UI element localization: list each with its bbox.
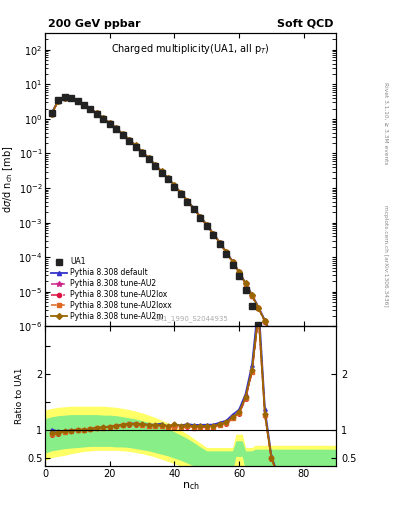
- Legend: UA1, Pythia 8.308 default, Pythia 8.308 tune-AU2, Pythia 8.308 tune-AU2lox, Pyth: UA1, Pythia 8.308 default, Pythia 8.308 …: [49, 256, 174, 323]
- Text: mcplots.cern.ch [arXiv:1306.3436]: mcplots.cern.ch [arXiv:1306.3436]: [383, 205, 388, 307]
- Text: UA1_1990_S2044935: UA1_1990_S2044935: [153, 315, 228, 322]
- Text: Soft QCD: Soft QCD: [277, 19, 333, 29]
- X-axis label: n$_\mathregular{ch}$: n$_\mathregular{ch}$: [182, 480, 200, 492]
- Text: Charged multiplicity(UA1, all p$_T$): Charged multiplicity(UA1, all p$_T$): [111, 42, 270, 56]
- Y-axis label: d$\sigma$/d n$_\mathregular{ch}$ [mb]: d$\sigma$/d n$_\mathregular{ch}$ [mb]: [2, 146, 15, 214]
- Y-axis label: Ratio to UA1: Ratio to UA1: [15, 368, 24, 424]
- Text: 200 GeV ppbar: 200 GeV ppbar: [48, 19, 141, 29]
- Text: Rivet 3.1.10, ≥ 3.3M events: Rivet 3.1.10, ≥ 3.3M events: [383, 81, 388, 164]
